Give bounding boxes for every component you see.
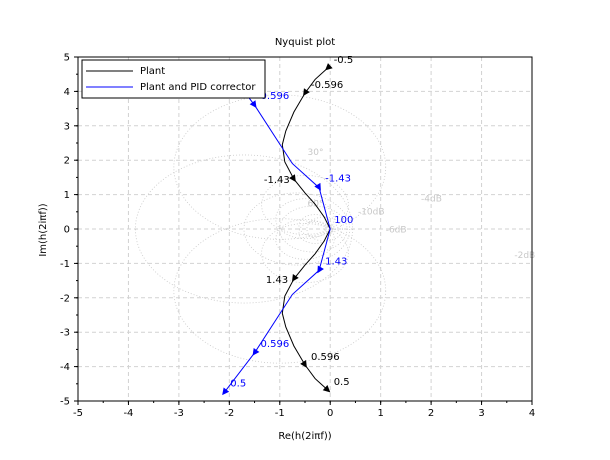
y-tick-label: 1	[64, 190, 70, 201]
m-circle	[279, 205, 348, 253]
series-label: 0.5	[334, 377, 350, 388]
n-circle	[173, 94, 387, 240]
mgrid-label: 30°	[308, 148, 324, 158]
x-tick-label: -5	[73, 408, 83, 419]
x-tick-label: 4	[529, 408, 535, 419]
y-tick-label: 3	[64, 121, 70, 132]
x-tick-label: 2	[428, 408, 434, 419]
legend-label-pid: Plant and PID corrector	[140, 82, 256, 93]
x-tick-label: 1	[377, 408, 383, 419]
x-tick-label: -3	[174, 408, 184, 419]
series-arrow	[249, 100, 257, 109]
y-tick-label: -4	[60, 362, 70, 373]
series-label: 100	[334, 215, 353, 226]
x-tick-label: 0	[327, 408, 333, 419]
series-arrow	[252, 347, 260, 356]
n-circle	[173, 218, 387, 364]
series-label: 1.43	[266, 275, 288, 286]
series-label: 0.596	[261, 91, 290, 102]
series-arrow	[303, 88, 310, 97]
y-tick-label: -1	[60, 259, 70, 270]
y-tick-label: -3	[60, 328, 70, 339]
y-tick-label: 4	[64, 87, 70, 98]
m-circle	[306, 216, 343, 242]
m-circle	[134, 154, 353, 304]
series-label: 1.43	[325, 256, 347, 267]
series-arrow	[222, 387, 230, 396]
x-tick-label: -2	[224, 408, 234, 419]
y-axis-label: Im(h(2iπf))	[38, 203, 49, 256]
series-label: -1.43	[264, 175, 290, 186]
x-tick-label: 3	[478, 408, 484, 419]
chart-title: Nyquist plot	[275, 37, 335, 48]
mgrid-label: -4dB	[421, 194, 442, 204]
x-tick-label: -1	[275, 408, 285, 419]
series-arrow	[300, 360, 307, 368]
series-label: 0.596	[261, 339, 290, 350]
x-tick-label: -4	[123, 408, 133, 419]
y-tick-label: 5	[64, 53, 70, 64]
series-arrow	[291, 274, 299, 282]
m-circle	[243, 192, 351, 266]
axis-ticks: -5 -4 -3 -2 -1 0 1 2 3 4 -5 -4 -3 -2 -1 0 1 2 3 4 5	[60, 53, 535, 420]
series-label: 0.5	[230, 378, 246, 389]
series-layer: -0.5 -0.596 -1.43 1.43 0.596 0.5 0.596 -1.43 100…	[222, 55, 354, 396]
legend-label-plant: Plant	[140, 66, 165, 77]
n-circle	[298, 221, 332, 244]
series-arrow	[289, 174, 296, 183]
series-arrow	[325, 63, 333, 71]
series-arrow	[317, 265, 324, 274]
mgrid-label: -6dB	[386, 225, 407, 235]
series-label: -0.5	[334, 55, 354, 66]
series-label: -1.43	[325, 174, 351, 185]
legend: Plant Plant and PID corrector	[81, 59, 266, 99]
x-axis-label: Re(h(2iπf))	[278, 431, 331, 442]
n-circle	[275, 218, 335, 260]
series-label: -0.596	[311, 80, 343, 91]
mgrid-label: -10dB	[358, 208, 385, 218]
y-tick-label: 2	[64, 156, 70, 167]
n-circle	[275, 198, 335, 240]
series-arrow	[322, 385, 331, 393]
y-tick-label: -2	[60, 293, 70, 304]
series-label: 0.596	[311, 352, 340, 363]
n-circle	[298, 214, 332, 237]
y-tick-label: -5	[60, 397, 70, 408]
series-arrow	[314, 182, 321, 191]
n-circle	[261, 174, 349, 235]
mgrid-label: -2dB	[514, 251, 535, 261]
legend-box	[81, 59, 266, 99]
series-line-pid	[223, 65, 331, 393]
y-tick-label: 0	[64, 225, 70, 236]
